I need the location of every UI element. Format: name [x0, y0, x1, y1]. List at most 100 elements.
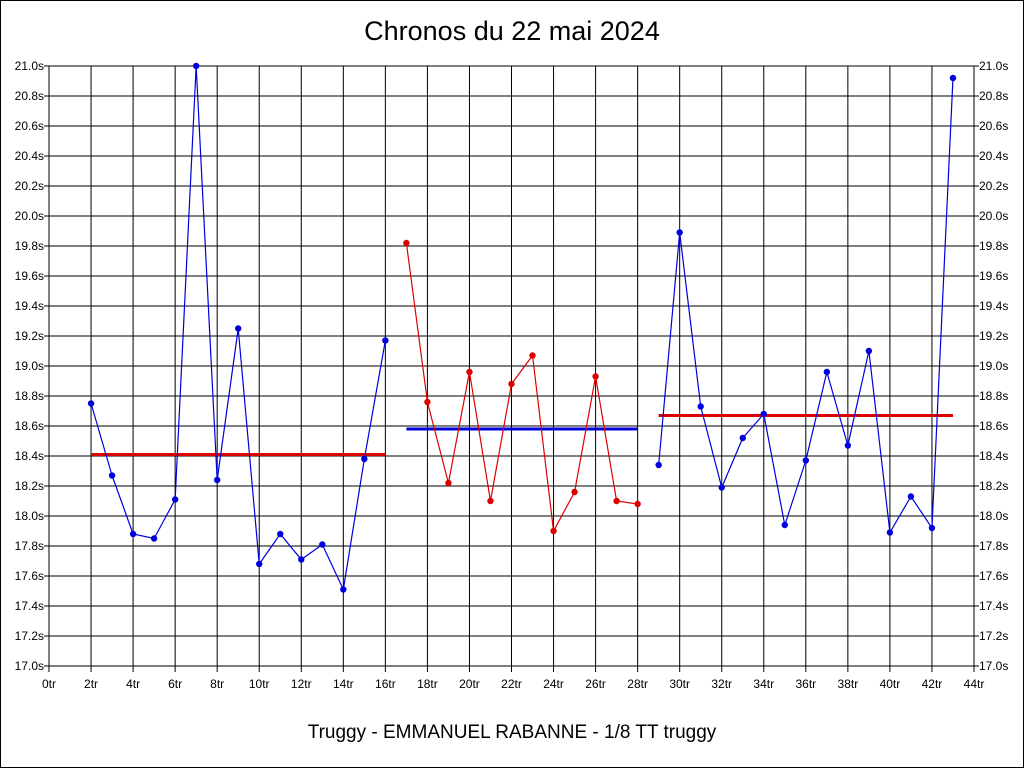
x-tick-label: 0tr	[42, 677, 56, 691]
data-point	[108, 472, 116, 479]
y-tick-label-left: 17.6s	[15, 569, 44, 583]
data-point	[739, 434, 746, 442]
data-point	[129, 530, 137, 538]
data-point	[87, 400, 95, 407]
data-point	[424, 398, 431, 406]
y-tick-label-right: 20.8s	[979, 89, 1008, 103]
y-tick-label-left: 19.8s	[15, 239, 44, 253]
y-tick-label-right: 18.6s	[979, 419, 1008, 433]
data-point	[781, 521, 788, 529]
y-tick-label-left: 18.4s	[15, 449, 44, 463]
y-tick-label-left: 17.4s	[15, 599, 44, 613]
y-tick-label-left: 20.6s	[15, 119, 44, 133]
data-point	[676, 229, 683, 236]
y-tick-label-right: 20.4s	[979, 149, 1008, 163]
data-point	[150, 535, 158, 542]
y-tick-label-right: 17.4s	[979, 599, 1008, 613]
data-point	[592, 373, 599, 380]
x-tick-label: 6tr	[168, 677, 182, 691]
y-tick-label-right: 20.2s	[979, 179, 1008, 193]
x-tick-label: 36tr	[795, 677, 816, 691]
x-tick-label: 18tr	[417, 677, 438, 691]
average-lines	[91, 414, 953, 456]
x-tick-label: 24tr	[543, 677, 564, 691]
x-tick-label: 2tr	[84, 677, 98, 691]
x-tick-label: 14tr	[333, 677, 354, 691]
y-tick-label-left: 17.2s	[15, 629, 44, 643]
y-tick-label-right: 18.2s	[979, 479, 1008, 493]
data-point	[361, 455, 368, 463]
y-tick-label-left: 21.0s	[15, 59, 44, 73]
data-point	[340, 586, 347, 593]
y-tick-label-left: 17.0s	[15, 659, 44, 673]
x-tick-label: 8tr	[210, 677, 224, 691]
data-point	[256, 560, 263, 568]
data-point	[655, 461, 662, 469]
data-point	[550, 527, 557, 535]
x-tick-label: 20tr	[459, 677, 480, 691]
data-point	[445, 479, 452, 487]
y-tick-label-left: 17.8s	[15, 539, 44, 553]
y-tick-label-left: 18.8s	[15, 389, 44, 403]
grid	[44, 65, 979, 672]
data-point	[886, 529, 894, 536]
data-point	[466, 368, 473, 376]
y-tick-label-left: 19.4s	[15, 299, 44, 313]
x-tick-label: 28tr	[627, 677, 648, 691]
x-tick-label: 40tr	[880, 677, 901, 691]
data-point	[697, 403, 704, 410]
series-line-2	[405, 242, 638, 533]
data-point	[760, 410, 767, 418]
y-tick-label-left: 20.0s	[15, 209, 44, 223]
data-point	[319, 541, 326, 548]
y-tick-label-left: 20.8s	[15, 89, 44, 103]
data-point	[508, 380, 515, 388]
y-tick-label-right: 19.6s	[979, 269, 1008, 283]
data-point	[277, 530, 284, 538]
data-point	[298, 556, 305, 563]
data-point	[949, 74, 957, 82]
y-tick-label-left: 18.2s	[15, 479, 44, 493]
x-tick-label: 34tr	[753, 677, 774, 691]
x-tick-label: 44tr	[964, 677, 985, 691]
series	[87, 62, 957, 593]
data-point	[802, 457, 810, 464]
data-point	[928, 524, 936, 532]
y-tick-label-right: 19.4s	[979, 299, 1008, 313]
x-tick-label: 12tr	[291, 677, 312, 691]
y-tick-label-right: 18.4s	[979, 449, 1008, 463]
y-tick-label-right: 18.0s	[979, 509, 1008, 523]
data-point	[844, 442, 852, 449]
y-tick-label-right: 17.6s	[979, 569, 1008, 583]
y-tick-label-right: 21.0s	[979, 59, 1008, 73]
y-tick-label-left: 18.6s	[15, 419, 44, 433]
data-point	[718, 484, 725, 491]
data-point	[235, 325, 242, 332]
x-tick-label: 30tr	[669, 677, 690, 691]
y-tick-label-left: 20.4s	[15, 149, 44, 163]
y-tick-label-right: 20.0s	[979, 209, 1008, 223]
y-tick-label-right: 19.8s	[979, 239, 1008, 253]
data-point	[403, 239, 410, 247]
y-tick-label-left: 19.0s	[15, 359, 44, 373]
y-tick-label-right: 19.0s	[979, 359, 1008, 373]
x-tick-label: 4tr	[126, 677, 140, 691]
y-tick-label-right: 17.0s	[979, 659, 1008, 673]
data-point	[907, 493, 915, 500]
x-tick-label: 16tr	[375, 677, 396, 691]
data-point	[192, 62, 200, 70]
x-tick-label: 42tr	[922, 677, 943, 691]
data-point	[213, 476, 221, 484]
y-tick-label-right: 19.2s	[979, 329, 1008, 343]
chart-footer: Truggy - EMMANUEL RABANNE - 1/8 TT trugg…	[307, 722, 717, 743]
y-tick-label-right: 17.8s	[979, 539, 1008, 553]
data-point	[865, 347, 873, 355]
y-tick-label-left: 20.2s	[15, 179, 44, 193]
y-tick-label-right: 20.6s	[979, 119, 1008, 133]
data-point	[571, 488, 578, 496]
data-point	[529, 352, 536, 359]
x-tick-label: 32tr	[711, 677, 732, 691]
y-tick-label-left: 19.6s	[15, 269, 44, 283]
x-tick-label: 26tr	[585, 677, 606, 691]
